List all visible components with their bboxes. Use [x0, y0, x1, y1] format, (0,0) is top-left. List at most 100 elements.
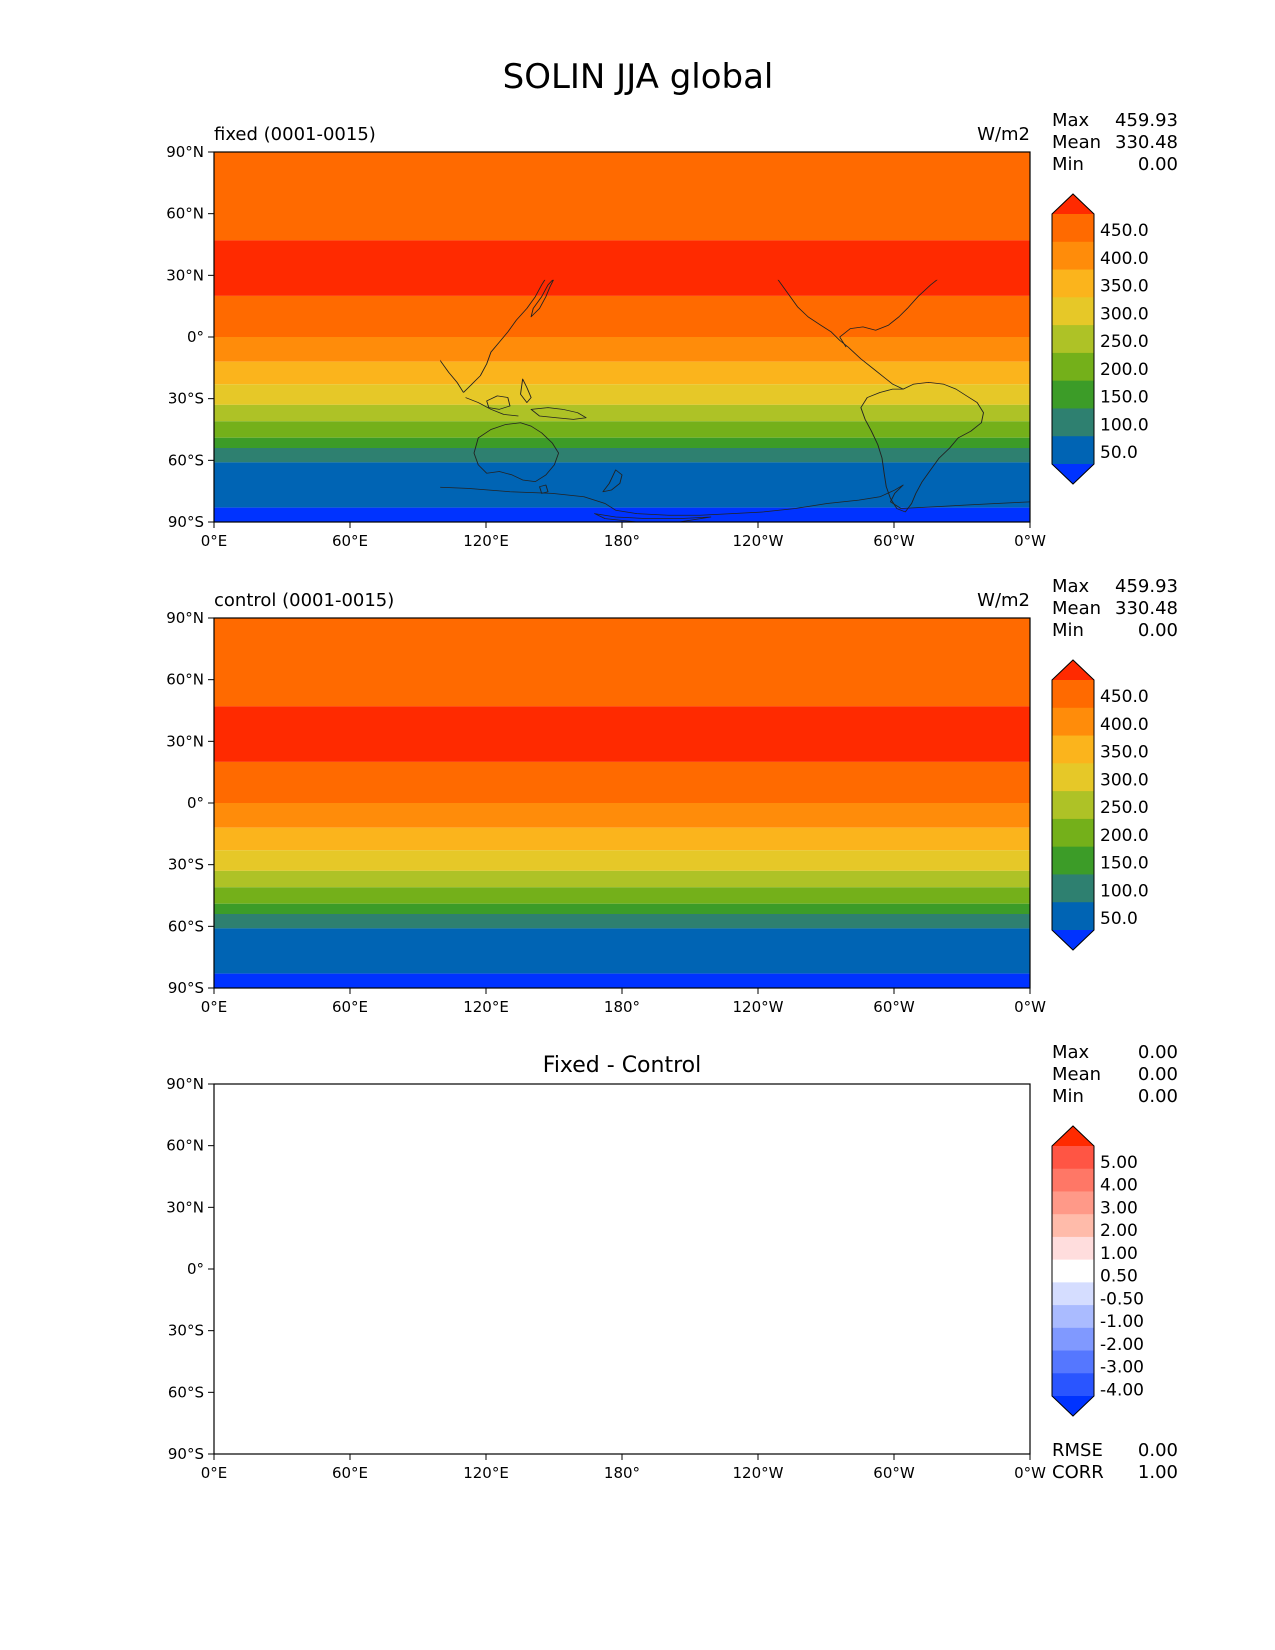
- colorbar: 5.00 4.003.00 2.00 1.00 0.50-0.50 -1.00 -2.00 -…: [1051, 1125, 1144, 1417]
- lon-tick-label: 60°E: [332, 1464, 368, 1482]
- colorbar-box: [1052, 707, 1094, 737]
- stat-value: 0.00: [1138, 1064, 1178, 1085]
- lat-tick-label: 0°: [187, 328, 204, 346]
- lat-tick-label: 30°N: [166, 266, 204, 284]
- field-band-3: [214, 337, 1030, 362]
- field-band-3: [214, 803, 1030, 828]
- colorbar-outline: [1051, 1125, 1095, 1417]
- stat-value: 0.00: [1138, 620, 1178, 641]
- lat-tick-label: 30°N: [166, 1198, 204, 1216]
- lon-tick-label: 60°W: [873, 998, 915, 1016]
- stat-label: Max: [1052, 110, 1090, 131]
- lon-tick-label: 120°E: [463, 1464, 509, 1482]
- lat-tick-label: 60°N: [166, 671, 204, 689]
- colorbar-label: 5.00: [1100, 1153, 1138, 1173]
- colorbar-box: [1052, 763, 1094, 792]
- colorbar-label: 400.0: [1100, 715, 1149, 735]
- figure-title: SOLIN JJA global: [503, 57, 774, 97]
- lat-tick-label: 90°N: [166, 609, 204, 627]
- field-band-2: [214, 761, 1030, 803]
- lon-tick-label: 180°: [604, 532, 640, 550]
- field-band-2: [214, 295, 1030, 337]
- colorbar-outline: [1051, 659, 1095, 951]
- map-panel-control: 90°N 60°N 30°N 0° 30°S 60°S 90°S0°E 60°E 120°E 18…: [166, 576, 1178, 1016]
- colorbar-label: -2.00: [1100, 1335, 1144, 1355]
- colorbar-box: [1052, 1373, 1094, 1397]
- colorbar-label: 0.50: [1100, 1267, 1138, 1287]
- panel-label: fixed (0001-0015): [214, 124, 376, 145]
- colorbar-label: 450.0: [1100, 221, 1149, 241]
- map-panel-diff: 90°N 60°N 30°N 0° 30°S 60°S 90°S0°E 60°E 120°E 18…: [166, 1042, 1178, 1483]
- colorbar-box: [1052, 680, 1094, 709]
- lat-tick-label: 60°S: [168, 451, 204, 469]
- stat-value: 0.00: [1138, 154, 1178, 175]
- lon-tick-label: 0°E: [201, 532, 228, 550]
- colorbar-extend-min: [1052, 930, 1094, 950]
- lat-tick-label: 90°N: [166, 1075, 204, 1093]
- colorbar-label: 400.0: [1100, 249, 1149, 269]
- field-band-5: [214, 361, 1030, 385]
- lon-tick-label: 60°E: [332, 532, 368, 550]
- lat-tick-label: 30°S: [168, 856, 204, 874]
- lon-tick-label: 60°W: [873, 1464, 915, 1482]
- colorbar-label: -4.00: [1100, 1380, 1144, 1400]
- lat-tick-label: 90°S: [168, 513, 204, 531]
- colorbar-box: [1052, 1146, 1094, 1170]
- colorbar-box: [1052, 902, 1094, 931]
- lat-tick-label: 30°S: [168, 390, 204, 408]
- colorbar-extend-max: [1052, 194, 1094, 214]
- colorbar-label: -1.00: [1100, 1312, 1144, 1332]
- field-band-11: [214, 462, 1030, 508]
- field-band-9: [214, 914, 1030, 929]
- lat-tick-label: 60°N: [166, 1137, 204, 1155]
- colorbar-box: [1052, 1327, 1094, 1352]
- colorbar-label: 300.0: [1100, 770, 1149, 790]
- colorbar-label: 350.0: [1100, 743, 1149, 763]
- lon-tick-label: 120°E: [463, 532, 509, 550]
- field-band-0: [214, 152, 1030, 241]
- stat-value: 330.48: [1115, 598, 1178, 619]
- colorbar-extend-min: [1052, 464, 1094, 484]
- lat-tick-label: 90°S: [168, 1445, 204, 1463]
- colorbar-outline: [1051, 193, 1095, 485]
- colorbar-box: [1052, 846, 1094, 875]
- colorbar-box: [1052, 408, 1094, 437]
- colorbar-label: -3.00: [1100, 1358, 1144, 1378]
- stat-label: Min: [1052, 154, 1084, 175]
- stat-label: Mean: [1052, 132, 1101, 153]
- colorbar-box: [1052, 214, 1094, 243]
- field-band-11: [214, 973, 1030, 988]
- field-band-7: [214, 404, 1030, 422]
- lon-tick-label: 120°W: [733, 998, 784, 1016]
- extra-stat-label: RMSE: [1052, 1440, 1103, 1461]
- stat-label: Max: [1052, 1042, 1090, 1063]
- colorbar-box: [1052, 352, 1094, 382]
- field-band-10: [214, 928, 1030, 974]
- colorbar-label: 100.0: [1100, 881, 1149, 901]
- lon-tick-label: 60°W: [873, 532, 915, 550]
- lat-tick-label: 0°: [187, 1260, 204, 1278]
- colorbar-label: 350.0: [1100, 277, 1149, 297]
- stat-value: 0.00: [1138, 1042, 1178, 1063]
- lon-tick-label: 0°W: [1014, 532, 1046, 550]
- colorbar-extend-min: [1052, 1396, 1094, 1416]
- lat-tick-label: 0°: [187, 794, 204, 812]
- lat-tick-label: 60°N: [166, 205, 204, 223]
- colorbar-label: 1.00: [1100, 1244, 1138, 1264]
- colorbar-label: 250.0: [1100, 332, 1149, 352]
- colorbar-box: [1052, 1191, 1094, 1215]
- colorbar-label: 450.0: [1100, 687, 1149, 707]
- lon-tick-label: 60°E: [332, 998, 368, 1016]
- field-bands: [214, 1084, 1030, 1454]
- lat-tick-label: 30°S: [168, 1322, 204, 1340]
- colorbar-box: [1052, 1350, 1094, 1374]
- colorbar-box: [1052, 1305, 1094, 1329]
- field-bands: [214, 152, 1030, 522]
- lat-tick-label: 30°N: [166, 732, 204, 750]
- stat-label: Mean: [1052, 598, 1101, 619]
- colorbar-label: 50.0: [1100, 909, 1138, 929]
- panel-units: W/m2: [977, 590, 1030, 611]
- colorbar-box: [1052, 1168, 1094, 1192]
- stat-value: 0.00: [1138, 1086, 1178, 1107]
